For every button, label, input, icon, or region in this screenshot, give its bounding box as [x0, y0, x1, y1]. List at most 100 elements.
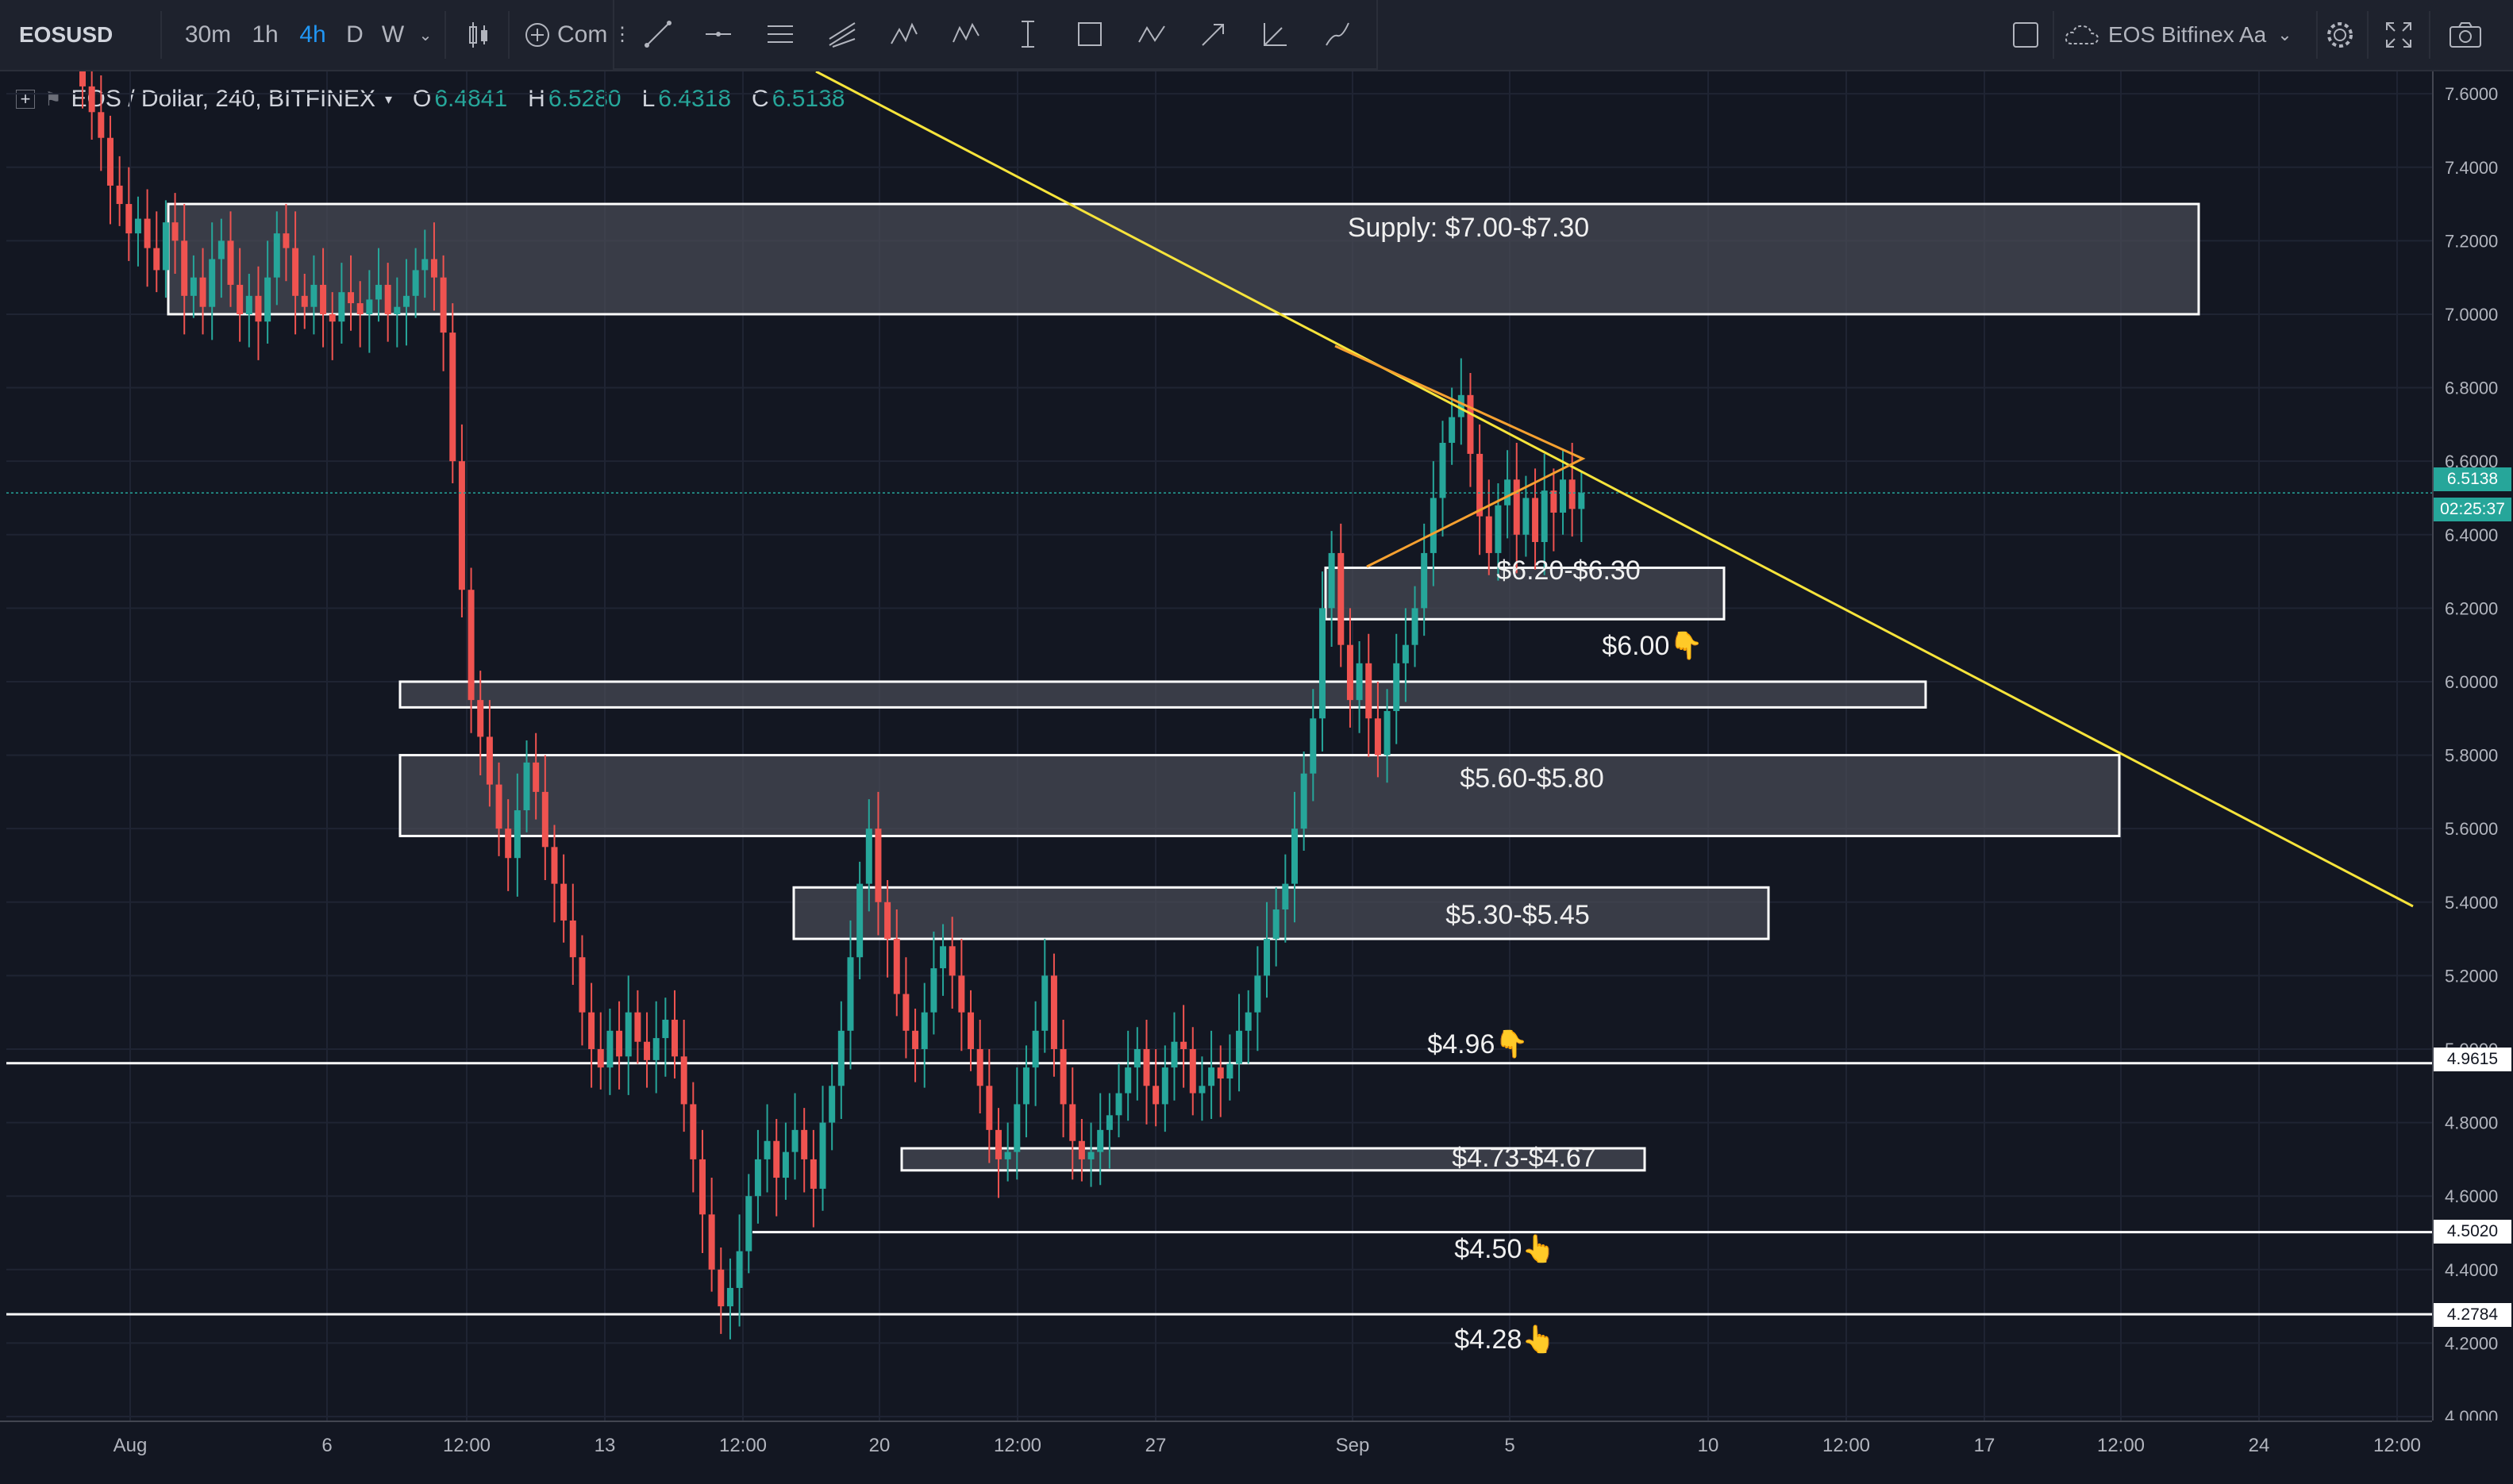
layout-selector[interactable]: EOS Bitfinex Aa ⌄	[2064, 0, 2310, 70]
snapshot-camera-icon[interactable]	[2442, 0, 2489, 70]
candle-body	[1411, 608, 1418, 645]
timeframe-4h[interactable]: 4h	[299, 21, 326, 48]
low-label: L	[641, 86, 656, 112]
candle-body	[1310, 718, 1317, 774]
horizontal-line-tool-icon[interactable]	[692, 8, 745, 60]
timeframe-w[interactable]: W	[381, 21, 405, 48]
candle-body	[829, 1086, 836, 1123]
timeframe-30m[interactable]: 30m	[184, 21, 232, 48]
candle-body	[912, 1030, 919, 1049]
candle-body	[523, 762, 530, 811]
candle-body	[698, 1159, 706, 1215]
timeframe-d[interactable]: D	[346, 21, 364, 48]
candle-body	[171, 222, 179, 241]
timeframe-dropdown-chevron-icon[interactable]: ⌄	[418, 26, 433, 44]
time-tick: Sep	[1335, 1435, 1370, 1456]
candle-body	[976, 1048, 983, 1086]
candle-body	[652, 1038, 660, 1060]
candle-body	[533, 762, 540, 792]
series-menu-triangle-icon[interactable]: ▾	[384, 90, 393, 107]
candle-body	[1226, 1063, 1233, 1079]
price-tick-label: 6.2000	[2445, 598, 2498, 618]
candle-body	[1050, 975, 1057, 1049]
zone-rect	[398, 754, 2121, 837]
candle-body	[1578, 493, 1585, 509]
symbol-search[interactable]: EOSUSD	[19, 22, 114, 47]
timeframe-1h[interactable]: 1h	[252, 21, 279, 48]
price-tick-label: 5.6000	[2445, 819, 2498, 839]
candle-body	[736, 1251, 743, 1288]
price-axis[interactable]: 7.6000 7.4000 7.2000 7.0000 6.8000 6.6000 6.40…	[2432, 71, 2513, 1427]
candle-body	[893, 939, 900, 994]
candle-body	[1457, 394, 1464, 417]
candle-body	[1189, 1048, 1196, 1094]
drag-handle-icon[interactable]: ⋮	[613, 23, 632, 45]
candle-body	[1365, 663, 1372, 719]
candle-body	[791, 1129, 799, 1152]
candle-body	[680, 1056, 687, 1105]
chart-type-candles-icon[interactable]	[460, 0, 497, 70]
series-title[interactable]: EOS / Dollar, 240, BITFINEX	[71, 86, 375, 112]
angle-tool-icon[interactable]	[1249, 8, 1302, 60]
abcd-pattern-tool-icon[interactable]	[1126, 8, 1178, 60]
xabcd-pattern-tool-icon[interactable]	[878, 8, 930, 60]
candle-body	[1022, 1067, 1029, 1105]
candle-body	[551, 847, 558, 884]
candle-body	[217, 240, 225, 260]
elliott-wave-tool-icon[interactable]	[940, 8, 992, 60]
candle-body	[310, 284, 317, 307]
candle-body	[847, 957, 854, 1031]
fullscreen-expand-icon[interactable]	[2380, 0, 2418, 70]
current-price-badge: 6.5138	[2434, 467, 2511, 491]
candle-body	[672, 1019, 679, 1057]
arrow-tool-icon[interactable]	[1187, 8, 1240, 60]
brush-tool-icon[interactable]	[1311, 8, 1364, 60]
candle-body	[348, 292, 355, 304]
rectangle-tool-icon[interactable]	[1064, 8, 1116, 60]
candle-body	[865, 829, 872, 884]
price-tick-label: 4.2000	[2445, 1333, 2498, 1353]
candle-body	[199, 277, 206, 307]
compare-button[interactable]: Com	[524, 0, 611, 70]
candle-body	[541, 791, 548, 848]
candle-body	[144, 218, 151, 248]
settings-gear-icon[interactable]	[2321, 0, 2359, 70]
supply-zone-label: Supply: $7.00-$7.30	[1347, 213, 1590, 243]
zone-rect	[398, 680, 1927, 709]
close-label: C	[752, 86, 769, 112]
candle-body	[1532, 498, 1539, 543]
toolbar-divider	[160, 11, 162, 59]
time-tick: 27	[1145, 1435, 1167, 1456]
price-chart[interactable]	[6, 71, 2432, 1421]
candle-body	[1125, 1067, 1132, 1094]
zone-rect	[900, 1147, 1646, 1172]
candle-body	[1374, 718, 1381, 755]
candle-body	[782, 1151, 789, 1178]
price-tick-label: 7.4000	[2445, 158, 2498, 178]
candle-body	[1318, 608, 1326, 719]
parallel-channel-tool-icon[interactable]	[754, 8, 806, 60]
candle-body	[837, 1030, 845, 1086]
zone-rect	[167, 202, 2200, 316]
zone-473-label: $4.73-$4.67	[1452, 1143, 1596, 1173]
price-tick-label: 5.4000	[2445, 893, 2498, 913]
candle-body	[1541, 490, 1548, 543]
level-450-label: $4.50👆	[1454, 1234, 1556, 1264]
layout-name: EOS Bitfinex Aa	[2108, 22, 2267, 47]
time-axis[interactable]: Aug 6 12:00 13 12:00 20 12:00 27 Sep 5 1…	[0, 1421, 2432, 1484]
price-tick-label: 5.8000	[2445, 746, 2498, 766]
pitchfork-tool-icon[interactable]	[816, 8, 868, 60]
candle-body	[902, 994, 910, 1031]
candle-body	[1485, 516, 1492, 553]
candle-body	[1291, 829, 1298, 884]
trend-line-tool-icon[interactable]	[632, 8, 684, 60]
candle-body	[1513, 479, 1520, 535]
bar-countdown-badge: 02:25:37	[2434, 498, 2511, 521]
candle-body	[440, 277, 447, 333]
candle-body	[106, 137, 114, 186]
candle-body	[921, 1012, 928, 1049]
candle-body	[412, 270, 419, 296]
measure-tool-icon[interactable]	[1002, 8, 1054, 60]
candle-body	[856, 883, 864, 958]
fullscreen-square-icon[interactable]	[2008, 0, 2043, 70]
